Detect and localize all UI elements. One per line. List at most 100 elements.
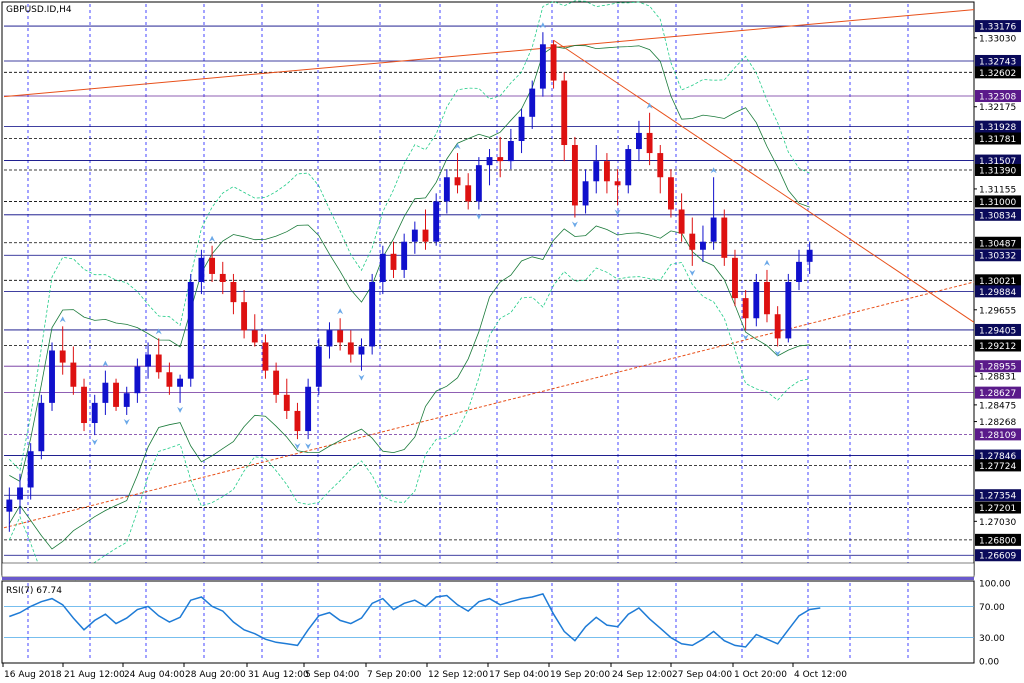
candle-body — [59, 350, 66, 363]
candle-body — [625, 149, 632, 186]
candle-body — [635, 132, 642, 150]
candle-body — [710, 217, 717, 242]
panel-separator[interactable] — [2, 577, 974, 580]
price-label-box — [975, 549, 1021, 562]
candle-body — [273, 370, 280, 395]
fractal-down-arrow — [614, 209, 621, 216]
candle-body — [305, 386, 312, 432]
price-label-box — [975, 163, 1021, 176]
candle-body — [17, 487, 23, 500]
candle-body — [561, 80, 568, 146]
price-label-box — [975, 20, 1021, 33]
candle-body — [497, 157, 504, 162]
candle-body — [721, 217, 728, 258]
candle-body — [6, 499, 13, 512]
price-label-box — [975, 208, 1021, 221]
fractal-down-arrow — [91, 439, 98, 446]
time-tick-label: 31 Aug 12:00 — [248, 670, 309, 680]
price-label-box — [975, 533, 1021, 546]
candle-body — [678, 209, 685, 234]
candle-body — [187, 282, 194, 379]
price-label: 1.28627 — [979, 389, 1016, 399]
time-tick-label: 19 Sep 20:00 — [550, 670, 610, 680]
price-label-box — [975, 449, 1021, 462]
candle-body — [742, 298, 749, 319]
main-panel-frame — [1, 1, 975, 576]
rsi-tick-label: 100.00 — [979, 580, 1011, 590]
price-label: 1.29884 — [979, 288, 1016, 298]
candle-body — [230, 282, 237, 303]
candle-body — [294, 410, 301, 432]
price-label-box — [975, 90, 1021, 103]
price-label: 1.31928 — [979, 123, 1016, 133]
price-label-box — [975, 323, 1021, 336]
price-label-box — [975, 501, 1021, 514]
price-label: 1.26609 — [979, 552, 1016, 562]
rsi-panel-frame — [1, 580, 975, 664]
price-label: 1.28955 — [979, 363, 1016, 373]
band-lower — [8, 225, 810, 550]
price-label: 1.32308 — [979, 93, 1016, 103]
candle-body — [198, 257, 205, 282]
candle-body — [689, 233, 696, 250]
time-tick-label: 21 Aug 12:00 — [64, 670, 125, 680]
candle-body — [774, 314, 781, 339]
fractal-up-arrow — [763, 259, 770, 266]
price-label: 1.27354 — [979, 492, 1016, 502]
price-label-box — [975, 54, 1021, 67]
price-label-box — [975, 274, 1021, 287]
price-label: 1.33176 — [979, 23, 1016, 33]
time-tick-label: 24 Sep 12:00 — [612, 670, 672, 680]
price-label: 1.29212 — [979, 342, 1016, 352]
price-label: 1.27846 — [979, 452, 1016, 462]
candle-body — [134, 366, 141, 394]
time-tick-label: 4 Oct 12:00 — [794, 670, 847, 680]
candle-body — [145, 354, 151, 367]
candle-body — [475, 165, 482, 202]
candle-body — [209, 257, 216, 274]
rsi-tick-label: 0.00 — [979, 658, 999, 668]
candle-body — [614, 181, 621, 186]
candle-body — [603, 161, 610, 182]
candle-body — [411, 229, 418, 242]
price-label: 1.32743 — [979, 57, 1016, 67]
price-label-box — [975, 428, 1021, 441]
fractal-down-arrow — [571, 221, 578, 228]
price-label-box — [975, 66, 1021, 79]
price-label: 1.27201 — [979, 504, 1016, 514]
fractal-down-arrow — [689, 269, 696, 276]
price-label: 1.32602 — [979, 69, 1016, 79]
candle-body — [177, 378, 184, 387]
candle-body — [81, 386, 87, 424]
price-label: 1.27724 — [979, 462, 1016, 472]
fractal-down-arrow — [177, 406, 184, 413]
candle-body — [219, 273, 226, 282]
price-label-box — [975, 386, 1021, 399]
price-label-box — [975, 132, 1021, 145]
price-label: 1.31507 — [979, 157, 1016, 167]
price-label: 1.30332 — [979, 252, 1016, 262]
candle-body — [241, 302, 248, 331]
candle-body — [347, 342, 354, 355]
fractal-up-arrow — [646, 102, 653, 109]
candle-body — [326, 330, 333, 347]
price-tick-label: 1.28831 — [979, 373, 1016, 383]
price-tick-label: 1.28475 — [979, 401, 1016, 411]
candle-body — [251, 330, 258, 343]
candle-body — [433, 201, 440, 242]
candle-body — [507, 140, 514, 162]
rsi-label: RSI(7) 67.74 — [6, 586, 62, 596]
price-label: 1.30021 — [979, 277, 1016, 287]
price-label-box — [975, 285, 1021, 298]
band-upper — [9, 45, 810, 483]
time-tick-label: 12 Sep 12:00 — [428, 670, 488, 680]
fractal-up-arrow — [337, 308, 344, 315]
price-tick-label: 1.28268 — [979, 418, 1016, 428]
price-label: 1.30834 — [979, 211, 1016, 221]
candle-body — [753, 282, 760, 319]
price-tick-label: 1.31155 — [979, 185, 1016, 195]
candle-body — [262, 342, 269, 371]
candle-body — [337, 330, 344, 343]
